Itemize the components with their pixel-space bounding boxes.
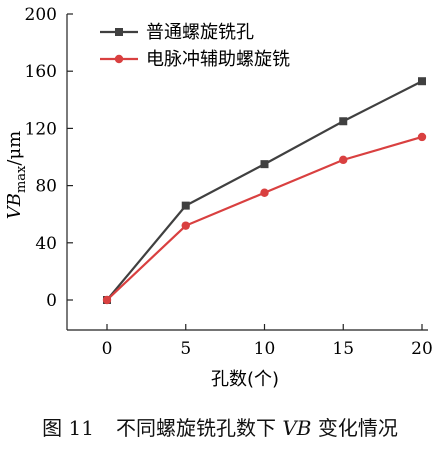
x-axis-label: 孔数(个) [211,369,279,390]
y-label-unit: /μm [4,131,25,166]
chart-series [102,77,427,305]
caption-vb: VB [282,416,312,440]
legend-marker-1 [115,28,123,36]
y-label-main: VB [4,193,25,219]
series-1-point [181,201,190,210]
series-2-point [102,295,112,305]
y-tick-label: 120 [25,119,57,139]
figure-number: 图 11 [42,416,94,440]
legend-label-2: 电脉冲辅助螺旋铣 [146,49,290,70]
y-tick-label: 160 [25,62,57,82]
series-1-point [418,77,426,86]
x-tick-label: 20 [411,339,433,359]
y-label-subscript: max [14,165,29,193]
y-tick-label: 200 [25,5,57,25]
caption-text-before: 不同螺旋铣孔数下 [115,416,283,440]
x-tick-label: 15 [332,339,354,359]
series-2-point [417,132,427,142]
x-tick-label: 0 [102,339,113,359]
x-axis-ticks: 0 5 10 15 20 [102,324,433,359]
series-1-point [339,117,348,126]
y-axis-label: VBmax/μm [4,131,29,220]
series-2-point [339,155,348,165]
y-tick-label: 40 [35,234,57,254]
y-tick-label: 80 [35,177,57,197]
figure-caption: 图 11 不同螺旋铣孔数下 VB 变化情况 [0,412,440,441]
caption-text-after: 变化情况 [311,416,398,440]
series-1-point [260,160,269,169]
y-axis-ticks: 0 40 80 120 160 200 [25,5,73,311]
y-tick-label: 0 [46,291,57,311]
legend-marker-2 [114,54,124,64]
chart-axes [66,14,428,331]
x-tick-label: 5 [180,339,191,359]
x-tick-label: 10 [254,339,276,359]
series-2-point [181,221,190,230]
series-2-point [260,188,269,197]
legend-label-1: 普通螺旋铣孔 [146,22,254,43]
